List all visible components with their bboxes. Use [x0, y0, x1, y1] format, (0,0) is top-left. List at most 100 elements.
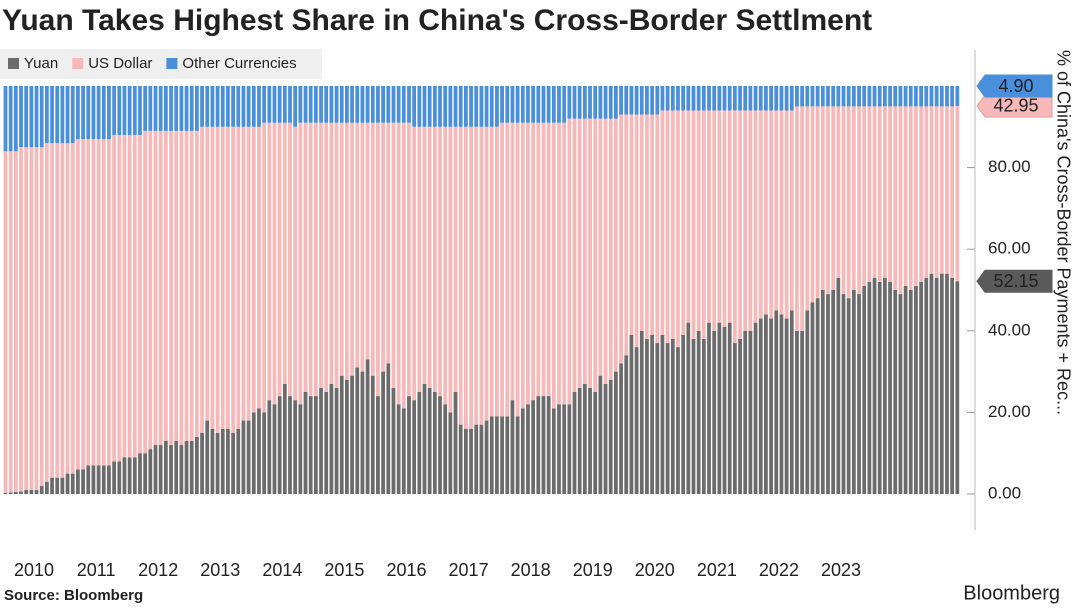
- bar-segment: [764, 110, 768, 315]
- bar-segment: [474, 424, 479, 494]
- bar-segment: [696, 110, 701, 331]
- x-tick-label: 2014: [262, 560, 302, 580]
- bar-segment: [639, 114, 644, 331]
- bar-segment: [500, 86, 504, 123]
- bar-segment: [836, 86, 841, 107]
- bar-segment: [593, 118, 598, 392]
- bar-segment: [127, 86, 132, 135]
- x-tick-label: 2017: [449, 560, 489, 580]
- bar-segment: [91, 139, 96, 466]
- bar-segment: [324, 122, 329, 392]
- bar-segment: [546, 396, 551, 494]
- y-tick-label: 60.00: [988, 239, 1031, 258]
- bar-segment: [448, 86, 453, 127]
- bar-segment: [722, 110, 727, 327]
- bar-segment: [950, 277, 955, 494]
- legend: Yuan US Dollar Other Currencies: [8, 55, 297, 72]
- bar-segment: [500, 416, 504, 494]
- bar-segment: [412, 400, 417, 494]
- bar-segment: [484, 86, 489, 127]
- bar-segment: [138, 453, 142, 494]
- bar-segment: [805, 86, 810, 107]
- bar-segment: [867, 106, 872, 282]
- bar-segment: [955, 86, 960, 106]
- bar-segment: [717, 322, 722, 494]
- bar-segment: [619, 363, 623, 494]
- bar-segment: [184, 130, 189, 441]
- bar-segment: [572, 86, 577, 119]
- bar-segment: [800, 86, 805, 107]
- bar-segment: [479, 86, 484, 127]
- bar-segment: [458, 126, 463, 425]
- bar-segment: [893, 106, 898, 291]
- bar-segment: [867, 281, 872, 494]
- legend-swatch: [166, 58, 178, 69]
- bar-segment: [81, 86, 85, 140]
- bar-segment: [526, 122, 530, 405]
- bar-segment: [877, 86, 882, 107]
- bar-segment: [789, 110, 794, 311]
- bar-segment: [143, 130, 148, 454]
- bar-segment: [924, 86, 929, 107]
- bar-segment: [401, 408, 406, 494]
- bar-segment: [831, 86, 836, 107]
- bar-segment: [945, 86, 949, 107]
- bar-segment: [686, 110, 691, 323]
- bar-segment: [370, 86, 375, 123]
- bar-segment: [127, 134, 132, 458]
- bar-segment: [251, 86, 256, 127]
- bar-segment: [39, 147, 44, 486]
- bar-segment: [60, 86, 65, 144]
- bar-segment: [665, 343, 670, 494]
- bar-segment: [541, 122, 546, 397]
- bar-segment: [872, 277, 877, 494]
- bar-segment: [365, 359, 370, 494]
- bar-segment: [495, 86, 499, 127]
- bar-segment: [163, 130, 168, 441]
- bar-segment: [60, 143, 65, 478]
- bar-segment: [189, 130, 194, 441]
- bar-segment: [148, 86, 153, 131]
- bar-segment: [44, 481, 49, 494]
- bar-segment: [836, 106, 841, 278]
- bar-segment: [195, 436, 199, 494]
- bar-segment: [655, 86, 660, 115]
- bar-segment: [231, 86, 235, 127]
- bar-segment: [350, 375, 354, 494]
- bar-segment: [257, 408, 261, 494]
- bar-segment: [820, 106, 825, 291]
- bar-segment: [407, 122, 411, 397]
- bar-segment: [743, 330, 748, 494]
- bar-segment: [769, 110, 773, 319]
- bar-segment: [577, 387, 582, 494]
- bar-segment: [495, 416, 499, 494]
- bar-segment: [614, 118, 618, 372]
- bar-segment: [376, 86, 380, 123]
- bar-segment: [577, 118, 582, 388]
- bar-segment: [712, 110, 717, 331]
- bar-segment: [727, 322, 732, 494]
- bar-segment: [562, 404, 567, 494]
- bar-segment: [908, 86, 913, 107]
- bar-segment: [215, 432, 220, 494]
- bar-segment: [510, 86, 515, 123]
- bar-segment: [236, 86, 241, 127]
- bar-segment: [562, 122, 567, 405]
- bar-segment: [934, 106, 939, 278]
- bar-segment: [86, 139, 91, 466]
- bar-segment: [738, 338, 742, 494]
- bar-segment: [743, 110, 748, 331]
- x-tick-label: 2015: [324, 560, 364, 580]
- bar-segment: [831, 290, 836, 494]
- bar-segment: [345, 122, 349, 380]
- bar-segment: [795, 330, 799, 494]
- bar-segment: [738, 86, 742, 111]
- bar-segment: [334, 387, 339, 494]
- bar-segment: [888, 106, 892, 282]
- bar-segment: [412, 126, 417, 401]
- bar-segment: [639, 86, 644, 115]
- bar-segment: [205, 126, 210, 421]
- bar-segment: [805, 310, 810, 494]
- bar-segment: [665, 86, 670, 111]
- bar-segment: [210, 86, 215, 127]
